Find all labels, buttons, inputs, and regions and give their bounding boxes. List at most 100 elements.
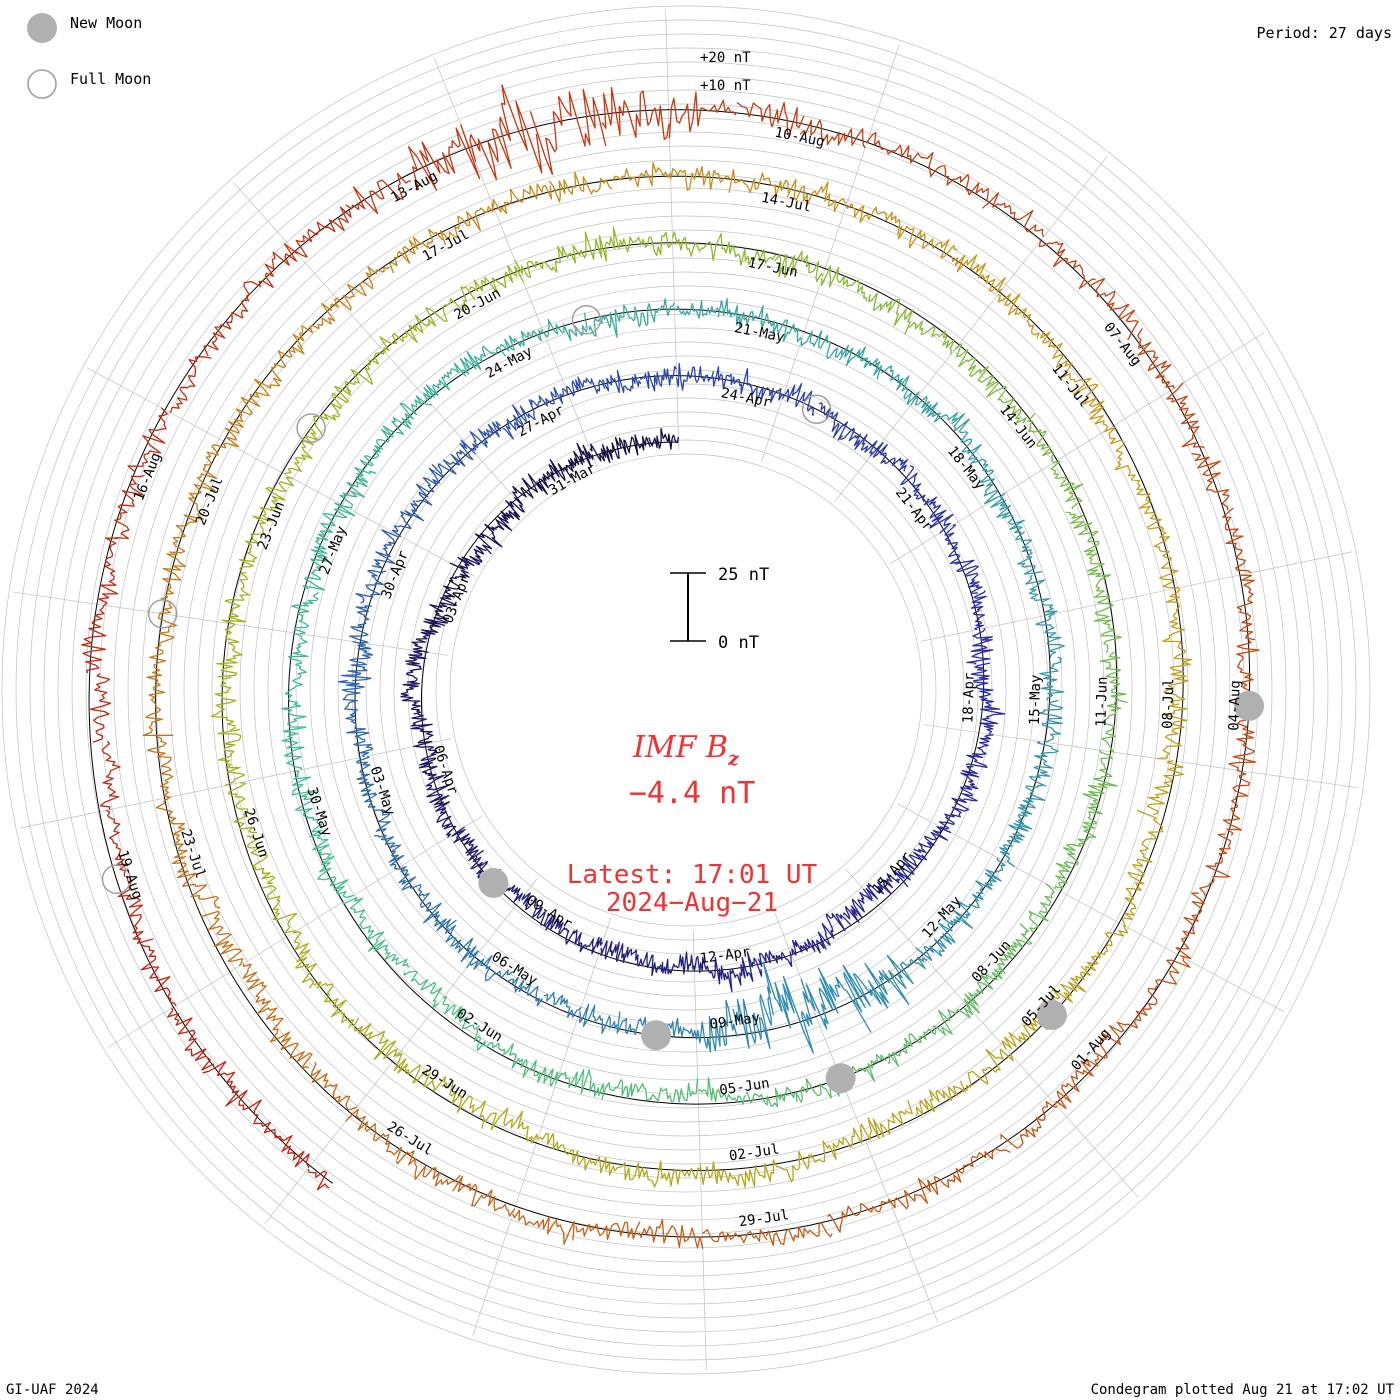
bz-trace-segment [950,1147,1011,1183]
bz-trace-segment [344,349,385,393]
bz-trace-segment [169,492,205,554]
bz-trace-segment [897,225,958,259]
bz-trace-segment [1035,612,1065,658]
bz-trace-segment [601,369,642,394]
bz-trace-segment [356,755,377,797]
date-tick-label: 26-Jun [240,806,271,859]
bz-trace-segment [1028,883,1055,934]
bz-trace-segment [1222,507,1252,574]
grid-ring [57,61,1315,1319]
bz-trace-segment [422,362,467,401]
grid-spoke [13,591,449,656]
bz-trace-segment [693,955,729,985]
bz-trace-segment [537,1132,591,1171]
full-moon-marker [101,864,132,895]
grid-spoke [665,10,680,451]
bz-trace-segment [575,1221,641,1240]
bz-trace-segment [484,1107,539,1144]
bz-trace-segment [543,913,575,945]
bz-trace-segment [359,425,395,468]
bz-trace-segment [960,765,980,802]
full-moon-legend-icon [27,69,57,99]
bz-trace-segment [407,124,481,191]
bz-trace-segment [542,312,588,342]
date-label-layer: 31-Mar03-Apr06-Apr09-Apr12-Apr15-Apr18-A… [114,125,1244,1231]
bz-trace-segment [253,344,305,397]
date-tick-label: 17-Jun [746,255,799,281]
bz-trace-segment [649,1077,699,1103]
bz-trace-segment [965,734,994,768]
bz-trace-segment [1175,892,1205,960]
bz-trace-segment [269,1014,313,1069]
bz-trace-segment [281,724,307,770]
bz-trace-segment [601,1079,652,1101]
bz-trace-segment [1077,799,1103,847]
date-tick-label: 27-Apr [515,402,567,440]
bz-trace-segment [723,241,777,266]
bz-trace-segment [242,963,278,1020]
plus20-nt-label: +20 nT [700,50,751,66]
moon-layer [101,304,1265,1094]
bz-trace-segment [868,292,914,335]
bz-trace-segment [425,286,476,327]
bz-trace-segment [871,442,909,472]
grid-ring [127,131,1245,1249]
bz-trace-segment [999,820,1033,868]
bz-trace-segment [1038,240,1096,290]
date-tick-label: 18-Apr [960,672,977,723]
bz-trace-segment [492,183,553,215]
bz-trace-segment [942,893,984,929]
bz-trace-segment [403,970,443,1009]
current-value: −4.4 nT [629,776,755,811]
bz-trace-segment [243,243,298,302]
bz-trace-segment [313,981,355,1029]
bz-trace-segment [424,594,458,627]
bz-trace-segment [757,950,793,968]
bz-trace-segment [294,206,352,258]
bz-trace-segment [951,413,982,466]
grid-ring [155,159,1217,1221]
bz-trace-segment [748,382,784,404]
bz-trace-segment [155,796,188,859]
grid-ring [211,215,1161,1165]
grid-ring [1,5,1371,1375]
bz-trace-segment [252,476,295,525]
grid-ring [71,75,1301,1305]
bz-trace-segment [1093,1008,1148,1059]
bz-trace-segment [346,718,374,758]
bz-trace-segment [913,825,952,854]
bz-trace-segment [1153,530,1179,589]
bz-trace-segment [405,650,427,683]
bz-trace-segment [893,851,928,888]
new-moon-marker [1234,690,1265,721]
grid-ring [113,117,1259,1263]
date-tick-label: 05-Jun [718,1076,770,1099]
grid-spoke [920,551,1352,642]
plus10-nt-label: +10 nT [700,78,751,94]
bz-trace-segment [246,835,276,884]
bz-trace-segment [966,627,994,665]
bz-trace-segment [98,537,119,606]
bz-trace-segment [443,569,470,598]
credit-label: GI-UAF 2024 [6,1382,99,1398]
bz-trace-segment [1222,769,1250,836]
bz-trace-segment [588,304,632,339]
bz-trace-segment [140,944,177,1006]
bz-trace-segment [410,713,434,748]
bz-trace-segment [342,897,380,942]
bz-trace-segment [923,496,954,534]
grid-ring [337,341,1035,1039]
bz-trace-segment [1162,587,1186,647]
bz-trace-segment [437,439,477,475]
bz-trace-segment [954,343,995,387]
bz-trace-segment [216,623,243,678]
bz-trace-segment [292,297,339,350]
bz-trace-segment [238,522,265,572]
bz-trace-segment [845,203,901,236]
bz-trace-segment [371,529,401,569]
bz-trace-segment [202,1060,262,1123]
bz-trace-segment [1093,602,1123,654]
bz-trace-segment [925,1003,974,1036]
quantity-main: IMF B [632,730,728,765]
